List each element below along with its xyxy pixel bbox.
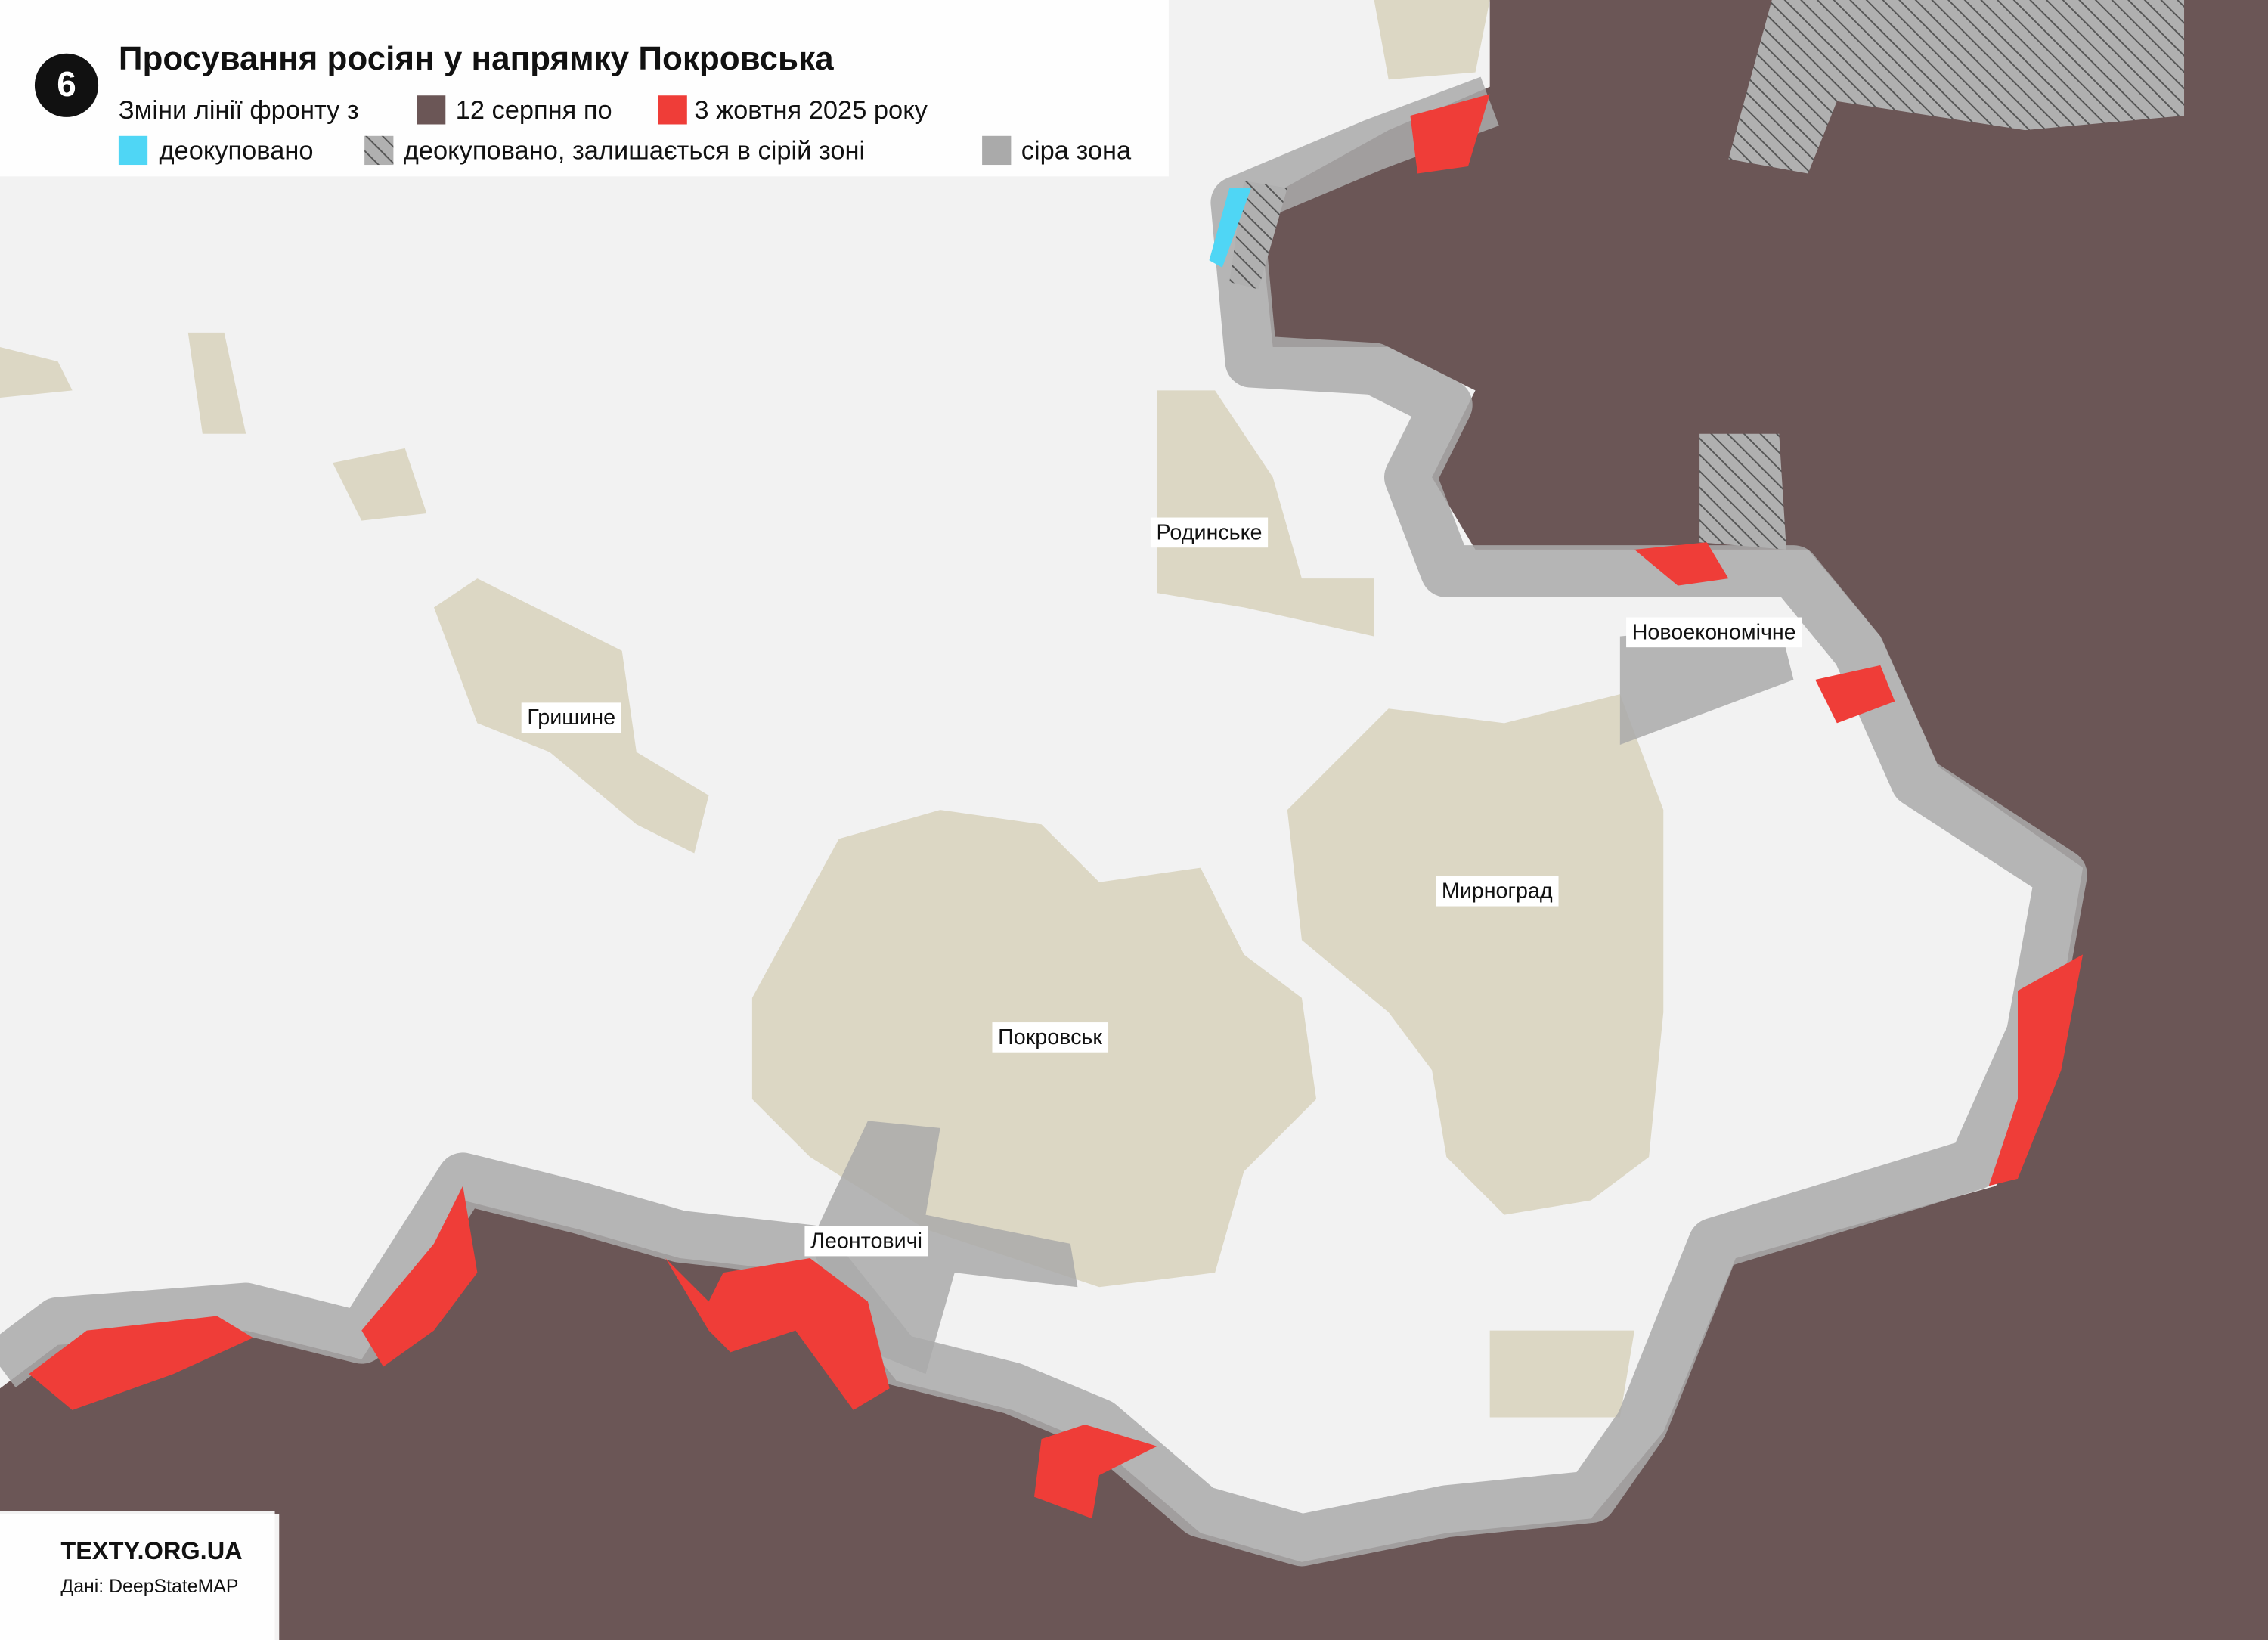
place-label: Гришине: [527, 705, 615, 730]
grey-zone: [810, 1121, 1078, 1375]
header-panel: [0, 0, 1169, 177]
place-label: Мирноград: [1442, 879, 1553, 904]
place-label: Покровськ: [998, 1025, 1102, 1049]
place-label-bg: [804, 1226, 928, 1257]
liberated-grey-zone: [1699, 433, 1786, 550]
legend-swatch: [982, 135, 1012, 166]
legend-intro: Зміни лінії фронту з: [119, 96, 359, 125]
grey-zone: [1619, 622, 1794, 746]
legend-to: 3 жовтня 2025 року: [694, 96, 928, 125]
grey-zone: [0, 76, 2087, 1567]
legend-liberated: деокуповано: [159, 136, 313, 165]
badge: [34, 53, 99, 117]
place-label-bg: [1436, 876, 1559, 907]
legend-swatch: [417, 95, 446, 125]
legend-swatch: [658, 95, 687, 125]
legend-swatch: [118, 135, 148, 166]
liberated-grey-zone: [1728, 0, 2185, 174]
legend-grey: сіра зона: [1021, 136, 1132, 165]
badge-number: 6: [57, 64, 76, 104]
source: Дані: DeepStateMAP: [60, 1576, 238, 1597]
footer-panel: [0, 1514, 280, 1640]
advance-areas: [29, 94, 2084, 1519]
place-label: Леонтовичі: [810, 1229, 922, 1254]
legend: Зміни лінії фронту з 12 серпня по 3 жовт…: [118, 95, 1132, 166]
place-label-bg: [992, 1022, 1109, 1053]
legend-liberated-grey: деокуповано, залишається в сірій зоні: [404, 136, 865, 165]
liberated-area: [1209, 188, 1251, 268]
place-label: Новоекономічне: [1632, 620, 1796, 644]
place-label-bg: [1626, 617, 1802, 648]
place-label: Родинське: [1157, 520, 1263, 544]
place-label-bg: [1150, 517, 1269, 548]
legend-swatch: [364, 135, 394, 166]
place-labels: Родинське Гришине Новоекономічне Мирногр…: [521, 517, 1802, 1257]
legend-from: 12 серпня по: [456, 96, 612, 125]
place-label-bg: [521, 702, 621, 733]
title: Просування росіян у напрямку Покровська: [119, 40, 834, 77]
brand: TEXTY.ORG.UA: [60, 1537, 242, 1564]
